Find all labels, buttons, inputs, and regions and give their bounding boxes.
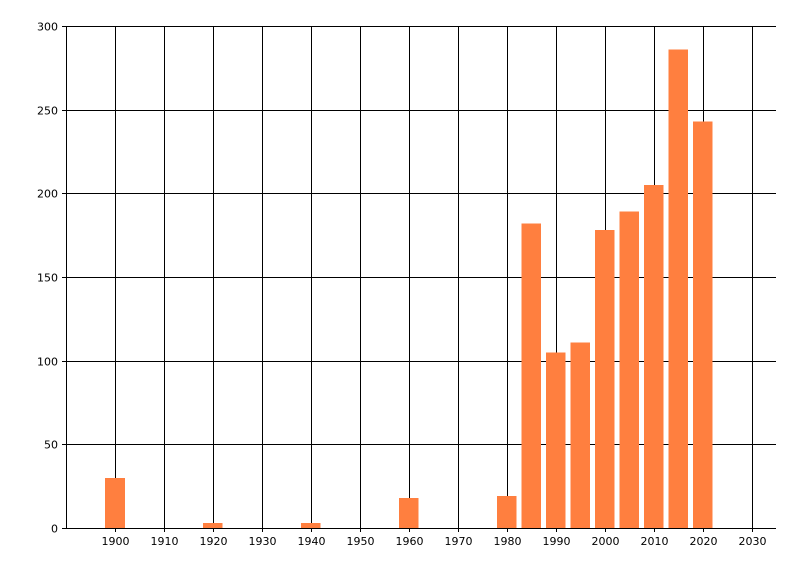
bar-2005: [619, 211, 639, 529]
x-tick-label: 1950: [347, 535, 375, 548]
bar-1940: [301, 522, 321, 528]
x-tick-label: 1910: [151, 535, 179, 548]
y-tick-labels: 0 50 100 150 200 250 300: [37, 21, 58, 536]
bar-2020: [692, 121, 713, 528]
x-tick-label: 1990: [543, 535, 571, 548]
x-tick-label: 2000: [592, 535, 620, 548]
x-tick-label: 1900: [102, 535, 130, 548]
y-tick-label: 250: [37, 105, 58, 118]
x-tick-label: 2010: [641, 535, 669, 548]
bars: [105, 49, 713, 529]
x-tick-labels: 1900 1910 1920 1930 1940 1950 1960 1970 1980 1990…: [102, 535, 767, 548]
bar-1980: [496, 496, 517, 528]
bar-1990: [545, 352, 566, 528]
x-tick-label: 2030: [739, 535, 767, 548]
y-tick-label: 200: [37, 188, 58, 201]
x-tick-label: 1930: [249, 535, 277, 548]
y-tick-label: 100: [37, 356, 58, 369]
x-tick-label: 1920: [200, 535, 228, 548]
bar-2010: [643, 184, 664, 528]
bar-1920: [203, 522, 223, 528]
x-tick-label: 1980: [494, 535, 522, 548]
bar-1985: [521, 223, 541, 528]
x-tick-label: 1960: [396, 535, 424, 548]
bar-1960: [398, 497, 419, 528]
bar-2000: [594, 230, 615, 528]
y-tick-label: 50: [44, 439, 58, 452]
axes: [62, 26, 776, 532]
bar-2015: [668, 49, 688, 528]
y-tick-label: 150: [37, 272, 58, 285]
bar-1995: [570, 342, 590, 528]
x-tick-label: 1970: [445, 535, 473, 548]
y-tick-label: 300: [37, 21, 58, 34]
y-tick-label: 0: [51, 523, 58, 536]
x-tick-label: 2020: [690, 535, 718, 548]
bar-1900: [105, 477, 125, 528]
x-tick-label: 1940: [298, 535, 326, 548]
